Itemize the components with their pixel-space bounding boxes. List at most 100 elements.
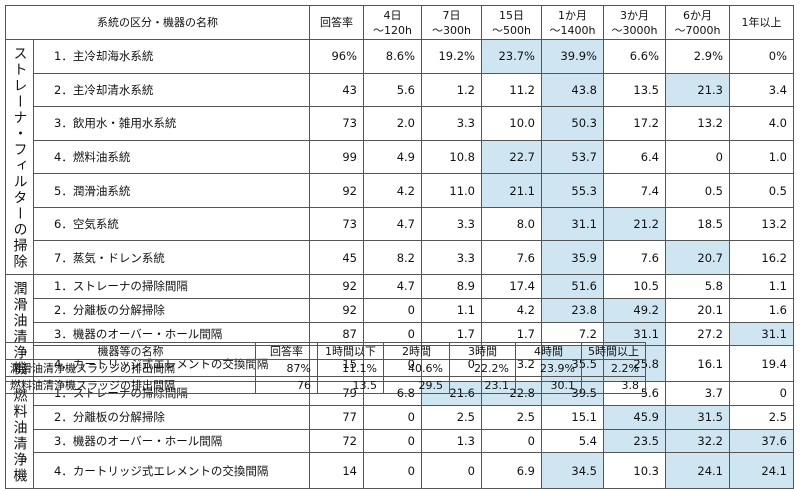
value-cell: 1.0 (729, 139, 794, 175)
value-cell: 73 (309, 106, 364, 141)
value-cell: 14 (309, 452, 364, 489)
value-cell: 11.2 (481, 72, 542, 108)
value-cell: 3.3 (421, 106, 482, 141)
value-cell: 40.6% (383, 359, 450, 377)
table-row: 3．飲用水・雑用水系統 73 2.0 3.3 10.0 50.3 17.2 13.2 4.0 (6, 106, 794, 141)
value-cell: 37.6 (729, 428, 794, 454)
value-cell: 0 (363, 297, 422, 323)
column-header: 回答率 (309, 5, 364, 40)
item-name: 3．機器のオーバー・ホール間隔 (33, 428, 310, 454)
value-cell: 6.9 (481, 452, 542, 489)
group-label: ストレーナ・フィルターの掃除 (5, 39, 34, 275)
item-name: 燃料油清浄機スラッジの排出間隔 (5, 376, 256, 394)
value-cell: 2.2% (581, 359, 646, 377)
table-row: 潤滑油清浄機 1．ストレーナの掃除間隔 92 4.7 8.9 17.4 51.6 10.5 5.… (5, 274, 794, 382)
value-cell: 31.1 (729, 321, 794, 347)
value-cell: 0 (363, 404, 422, 430)
value-cell: 34.5 (541, 452, 604, 489)
value-cell: 18.5 (665, 206, 730, 242)
value-cell: 3.8 (581, 376, 646, 394)
column-header: 4日 ～120h (363, 5, 422, 40)
value-cell: 43 (309, 72, 364, 108)
table-row: 3．機器のオーバー・ホール間隔 72 0 1.3 0 5.4 23.5 32.2 37.6 (6, 428, 794, 454)
item-name: 2．分離板の分解掃除 (33, 404, 310, 430)
value-cell: 17.2 (603, 106, 666, 141)
item-name: 7．蒸気・ドレン系統 (33, 240, 310, 275)
value-cell: 21.1 (481, 173, 542, 208)
value-cell: 19.2% (421, 39, 482, 74)
maintenance-interval-table: 系統の区分・機器の名称 回答率 4日 ～120h 7日 ～300h 15日 ～500h 1… (5, 5, 794, 489)
value-cell: 11.1% (317, 359, 384, 377)
value-cell: 4.0 (729, 106, 794, 141)
item-name: 4．燃料油系統 (33, 139, 310, 175)
table-row: 5．潤滑油系統 92 4.2 11.0 21.1 55.3 7.4 0.5 0.5 (6, 173, 794, 208)
value-cell: 4.9 (363, 139, 422, 175)
value-cell: 5.8 (665, 274, 730, 299)
item-name: 潤滑油清浄機スラッジの排出間隔 (5, 359, 256, 377)
value-cell: 6.6% (603, 39, 666, 74)
item-name: 1．ストレーナの掃除間隔 (33, 274, 310, 299)
value-cell: 15.1 (541, 404, 604, 430)
value-cell: 4.7 (363, 206, 422, 242)
header-row: 系統の区分・機器の名称 回答率 4日 ～120h 7日 ～300h 15日 ～500h 1… (5, 5, 794, 40)
value-cell: 13.5 (603, 72, 666, 108)
value-cell: 2.9% (665, 39, 730, 74)
value-cell: 13.2 (665, 106, 730, 141)
value-cell: 1.3 (421, 428, 482, 454)
value-cell: 72 (309, 428, 364, 454)
value-cell: 8.6% (363, 39, 422, 74)
value-cell: 99 (309, 139, 364, 175)
value-cell: 2.5 (729, 404, 794, 430)
value-cell: 20.7 (665, 240, 730, 275)
column-header: 3時間 (449, 342, 516, 360)
column-header: 1年以上 (729, 5, 794, 40)
value-cell: 55.3 (541, 173, 604, 208)
value-cell: 1.2 (421, 72, 482, 108)
table-row: 燃料油清浄機スラッジの排出間隔 76 13.5 29.5 23.1 30.1 3.8 (5, 376, 646, 394)
value-cell: 20.1 (665, 297, 730, 323)
value-cell: 17.4 (481, 274, 542, 299)
column-header: 機器等の名称 (5, 342, 256, 360)
value-cell: 4.2 (363, 173, 422, 208)
column-header: 15日 ～500h (481, 5, 542, 40)
column-header: 3か月 ～3000h (603, 5, 666, 40)
value-cell: 0.5 (665, 173, 730, 208)
value-cell: 3.4 (729, 72, 794, 108)
group-label-text: 燃料油清浄機 (11, 388, 28, 484)
value-cell: 21.3 (665, 72, 730, 108)
value-cell: 0 (363, 452, 422, 489)
value-cell: 43.8 (541, 72, 604, 108)
value-cell: 4.7 (363, 274, 422, 299)
value-cell: 77 (309, 404, 364, 430)
value-cell: 3.3 (421, 240, 482, 275)
value-cell: 1.1 (421, 297, 482, 323)
group-label-text: ストレーナ・フィルターの掃除 (11, 46, 28, 270)
table-row: 4．カートリッジ式エレメントの交換間隔 14 0 0 6.9 34.5 10.3 24.1 24… (6, 452, 794, 489)
value-cell: 87% (255, 359, 318, 377)
value-cell: 51.6 (541, 274, 604, 299)
value-cell: 3.3 (421, 206, 482, 242)
value-cell: 22.7 (481, 139, 542, 175)
value-cell: 5.6 (363, 72, 422, 108)
value-cell: 27.2 (665, 321, 730, 347)
table-row: 2．分離板の分解掃除 77 0 2.5 2.5 15.1 45.9 31.5 2.5 (6, 404, 794, 430)
value-cell: 4.2 (481, 297, 542, 323)
value-cell: 13.2 (729, 206, 794, 242)
item-name: 2．主冷却清水系統 (33, 72, 310, 108)
value-cell: 21.2 (603, 206, 666, 242)
column-header: 7日 ～300h (421, 5, 482, 40)
item-name: 5．潤滑油系統 (33, 173, 310, 208)
value-cell: 7.6 (603, 240, 666, 275)
column-header: 2時間 (383, 342, 450, 360)
table-row: 2．主冷却清水系統 43 5.6 1.2 11.2 43.8 13.5 21.3 3.4 (6, 72, 794, 108)
value-cell: 8.0 (481, 206, 542, 242)
value-cell: 23.9% (515, 359, 582, 377)
value-cell: 45 (309, 240, 364, 275)
value-cell: 73 (309, 206, 364, 242)
value-cell: 19.4 (729, 345, 794, 382)
column-header: 5時間以上 (581, 342, 646, 360)
column-header: 回答率 (255, 342, 318, 360)
value-cell: 1.6 (729, 297, 794, 323)
item-name: 6．空気系統 (33, 206, 310, 242)
value-cell: 0 (481, 428, 542, 454)
